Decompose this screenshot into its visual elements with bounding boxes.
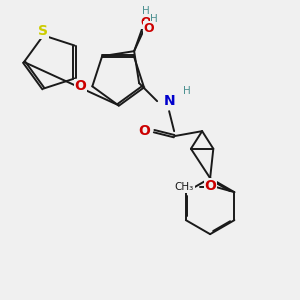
Text: H: H xyxy=(142,6,150,16)
Text: H: H xyxy=(150,14,158,24)
Text: N: N xyxy=(163,94,175,108)
Text: O: O xyxy=(141,16,152,29)
Text: S: S xyxy=(38,24,48,38)
Text: O: O xyxy=(144,22,154,35)
Text: O: O xyxy=(74,79,86,93)
Text: O: O xyxy=(204,179,216,193)
Text: O: O xyxy=(138,124,150,138)
Text: CH₃: CH₃ xyxy=(175,182,194,192)
Text: H: H xyxy=(183,86,191,96)
